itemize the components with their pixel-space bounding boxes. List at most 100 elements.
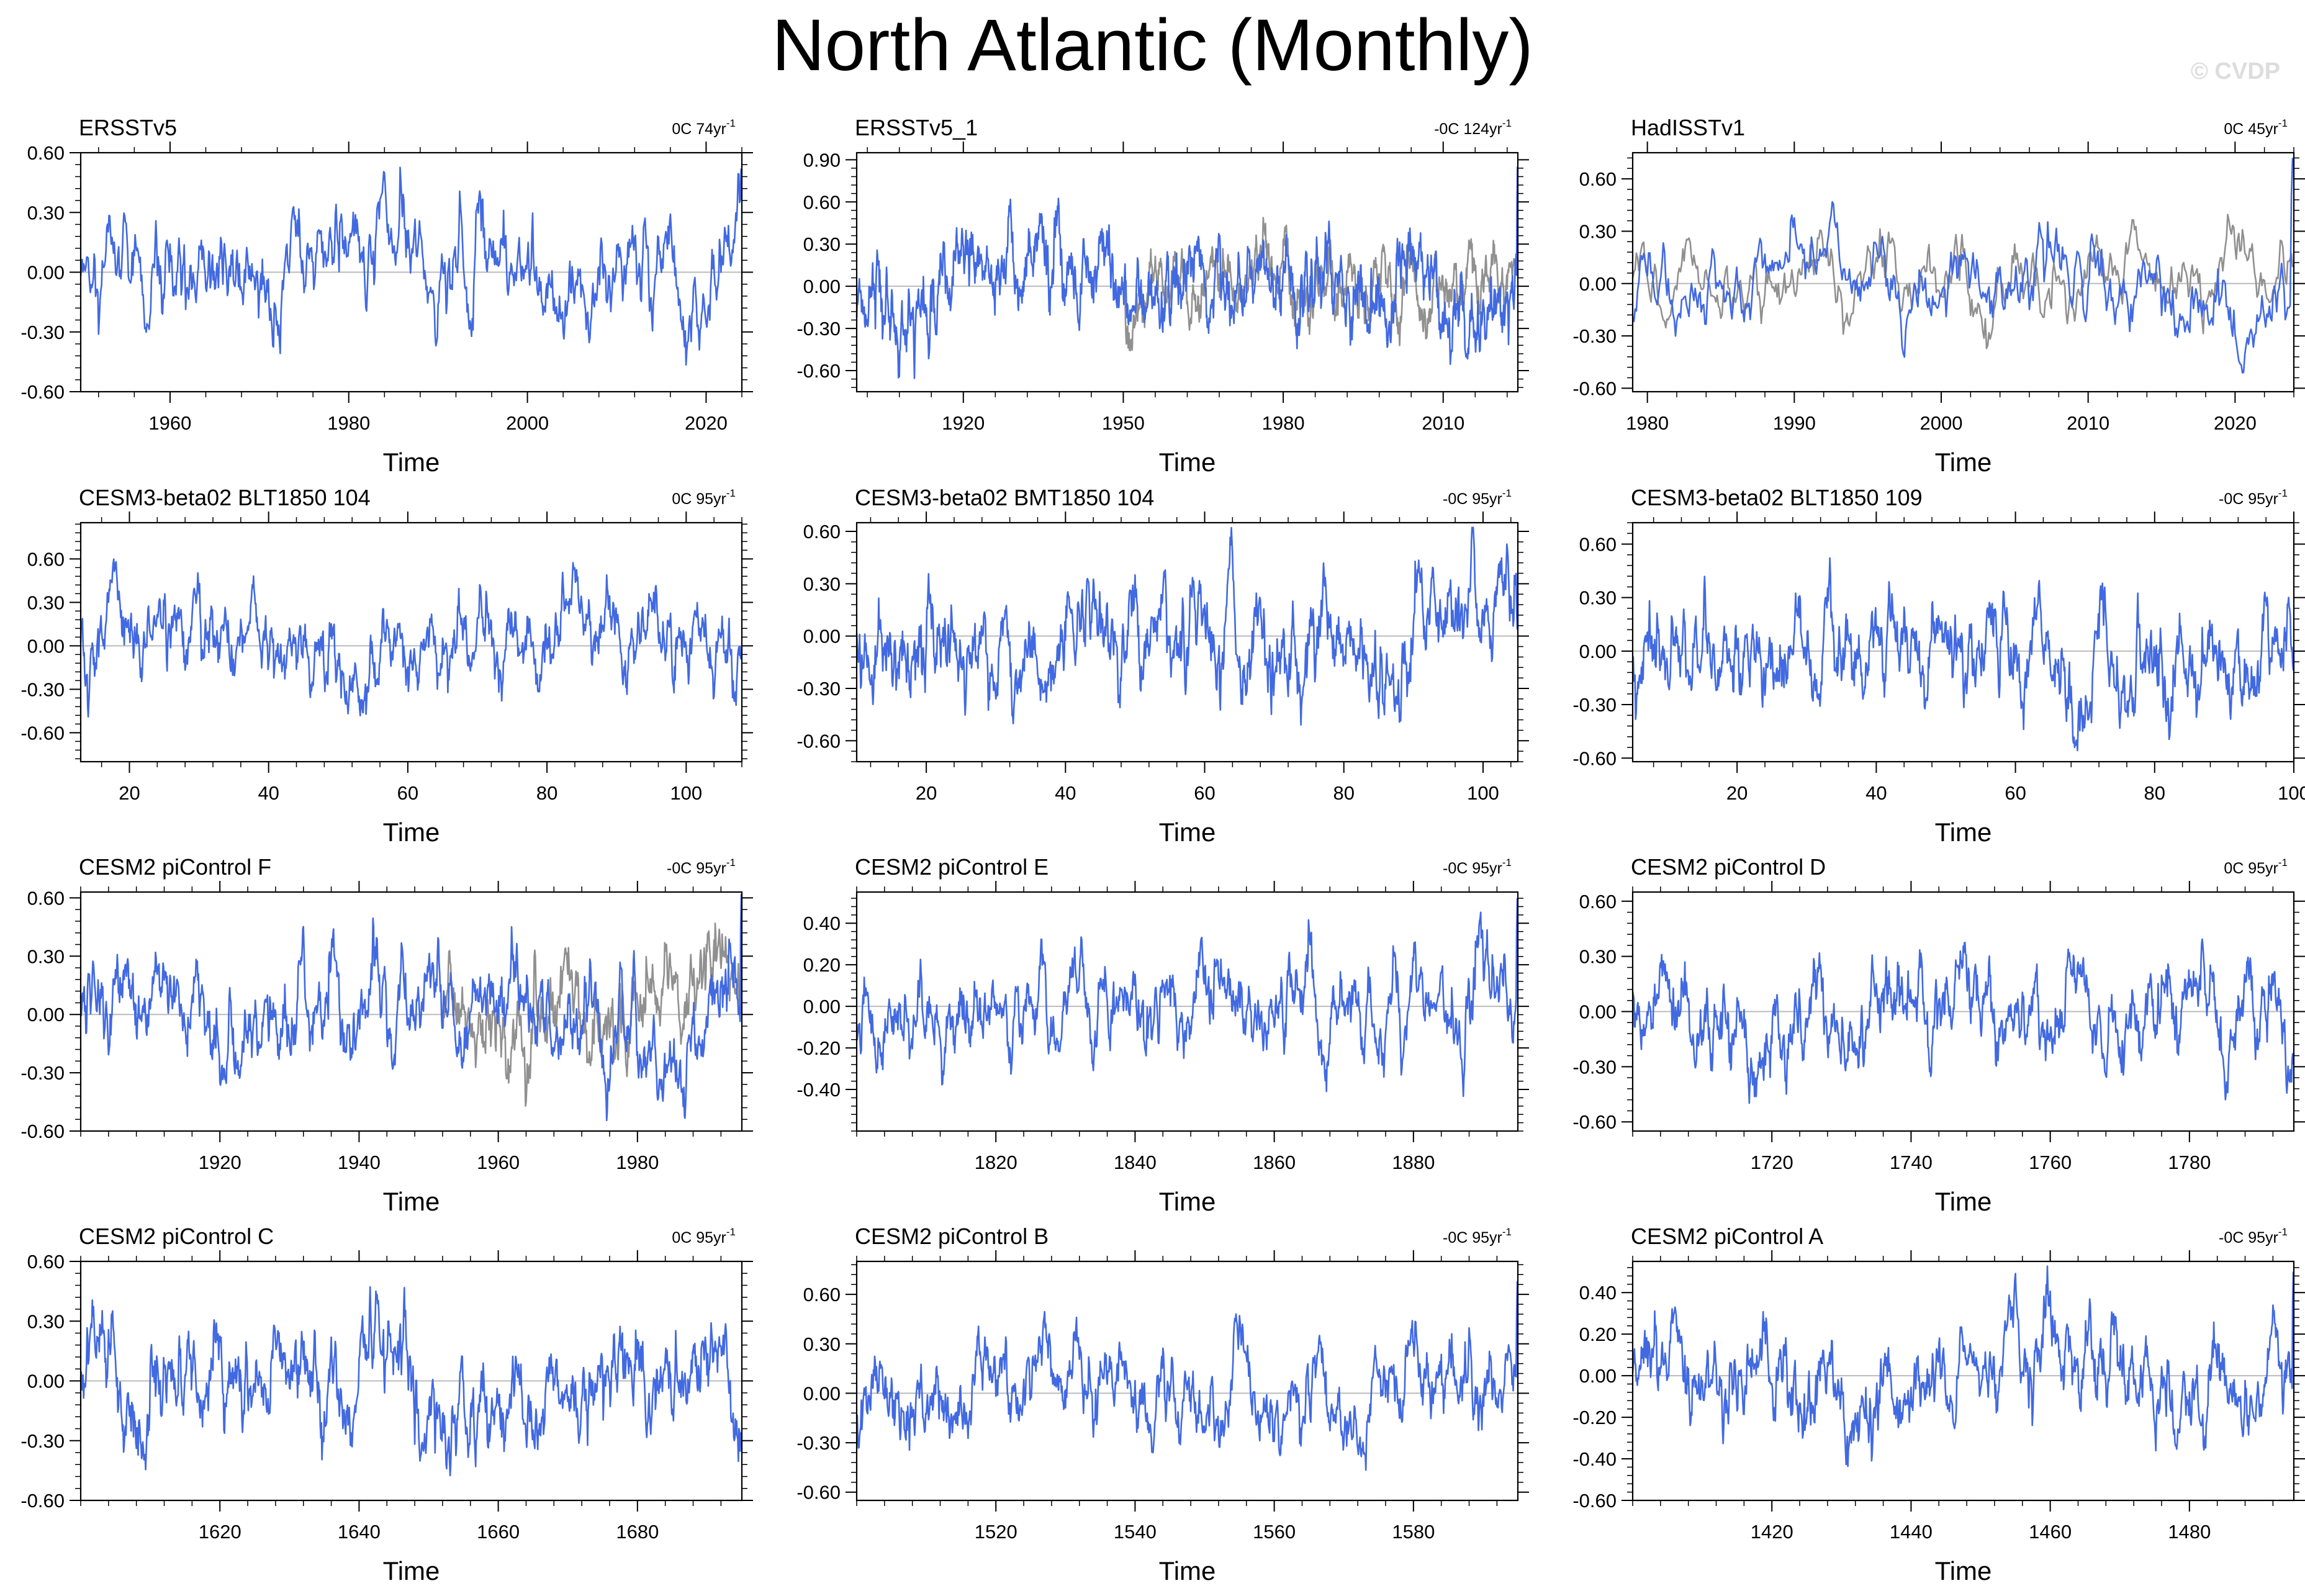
x-tick-label: 1740	[1890, 1152, 1933, 1173]
chart-panel: -0.60 -0.30 0.00 0.30 0.60 20 40 60 80 100 CESM3-b…	[1572, 485, 2305, 847]
plot-frame	[79, 891, 743, 1132]
chart-panel: -0.60 -0.40 -0.20 0.00 0.20 0.40 1420 1440 1460 1…	[1572, 1224, 2305, 1585]
y-tick-label: 0.60	[803, 191, 841, 213]
trend-value: 0C 45yr	[2224, 120, 2278, 138]
chart-title: CESM3-beta02 BLT1850 109	[1631, 485, 1923, 510]
x-tick-label: 1820	[975, 1152, 1017, 1173]
chart-panel: -0.60 -0.30 0.00 0.30 0.60 1980 1990 2000 2010 20…	[1572, 115, 2305, 477]
chart-title: CESM2 piControl B	[855, 1224, 1049, 1249]
x-tick-label: 1720	[1751, 1152, 1793, 1173]
x-tick-label: 1990	[1773, 412, 1816, 434]
model-series-line	[1631, 938, 2294, 1104]
trend-exponent: -1	[1502, 487, 1512, 499]
x-tick-label: 60	[2005, 782, 2026, 804]
y-tick-label: -0.60	[1572, 747, 1617, 769]
observed-series-line	[441, 922, 742, 1107]
x-tick-label: 2000	[1920, 412, 1963, 434]
x-tick-label: 2020	[685, 412, 728, 434]
y-tick-label: 0.30	[803, 233, 841, 255]
y-tick-label: -0.30	[20, 1062, 65, 1084]
chart-panel: -0.60 -0.30 0.00 0.30 0.60 20 40 60 80 100 CESM3-b…	[20, 485, 753, 847]
x-tick-label: 1960	[477, 1152, 520, 1173]
x-tick-label: 100	[2278, 782, 2305, 804]
y-tick-label: -0.30	[796, 678, 841, 700]
x-tick-label: 1950	[1102, 412, 1145, 434]
y-tick-label: 0.40	[1579, 1282, 1617, 1304]
x-tick-label: 1580	[1392, 1521, 1435, 1543]
trend-exponent: -1	[2278, 1226, 2288, 1238]
x-tick-label: 40	[258, 782, 279, 804]
y-tick-label: 0.20	[803, 954, 841, 976]
trend-value: -0C 95yr	[2219, 1229, 2278, 1247]
y-tick-label: 0.40	[803, 913, 841, 934]
x-axis-label: Time	[383, 1556, 440, 1585]
model-series-line	[1631, 1265, 2294, 1468]
x-axis-label: Time	[1159, 448, 1216, 477]
x-axis-label: Time	[1935, 1556, 1992, 1585]
x-axis-label: Time	[383, 1187, 440, 1216]
y-tick-label: 0.00	[803, 996, 841, 1017]
y-tick-label: 0.00	[1579, 273, 1617, 295]
x-tick-label: 100	[1467, 782, 1499, 804]
x-tick-label: 1520	[975, 1521, 1017, 1543]
x-tick-label: 1540	[1114, 1521, 1157, 1543]
trend-value: 0C 74yr	[672, 120, 726, 138]
model-series-line	[855, 898, 1518, 1098]
y-tick-label: 0.90	[803, 149, 841, 171]
chart-title: HadISSTv1	[1631, 115, 1745, 140]
y-tick-label: 0.60	[27, 548, 65, 570]
x-tick-label: 80	[2144, 782, 2165, 804]
x-tick-label: 40	[1055, 782, 1076, 804]
x-tick-label: 1920	[199, 1152, 241, 1173]
x-tick-label: 1940	[338, 1152, 381, 1173]
trend-exponent: -1	[726, 487, 736, 499]
chart-panel: -0.40 -0.20 0.00 0.20 0.40 1820 1840 1860 1880 CE…	[796, 854, 1529, 1216]
y-tick-label: -0.60	[20, 1120, 65, 1142]
y-tick-label: 0.30	[27, 945, 65, 967]
x-tick-label: 1560	[1253, 1521, 1296, 1543]
x-axis-label: Time	[383, 448, 440, 477]
trend-value: 0C 95yr	[672, 490, 726, 508]
x-axis-label: Time	[1159, 818, 1216, 847]
model-series-line	[79, 558, 742, 718]
x-tick-label: 1860	[1253, 1152, 1296, 1173]
chart-panel: -0.60 -0.30 0.00 0.30 0.60 1520 1540 1560 1580 CE…	[796, 1224, 1529, 1585]
chart-panel: -0.60 -0.30 0.00 0.30 0.60 1960 1980 2000 2020 ER…	[20, 115, 753, 477]
y-tick-label: -0.30	[1572, 1056, 1617, 1078]
trend-exponent: -1	[2278, 487, 2288, 499]
trend-value: -0C 95yr	[667, 860, 726, 877]
y-tick-label: 0.00	[27, 635, 65, 657]
y-tick-label: -0.30	[1572, 325, 1617, 347]
trend-label: -0C 95yr-1	[1443, 487, 1512, 508]
x-axis-label: Time	[1935, 1187, 1992, 1216]
x-tick-label: 1640	[338, 1521, 381, 1543]
x-tick-label: 1460	[2029, 1521, 2072, 1543]
trend-label: 0C 45yr-1	[2224, 117, 2288, 138]
trend-exponent: -1	[726, 117, 736, 129]
y-tick-label: -0.60	[20, 1490, 65, 1512]
x-tick-label: 1780	[2168, 1152, 2211, 1173]
chart-title: CESM2 piControl F	[79, 854, 271, 880]
y-tick-label: -0.30	[20, 322, 65, 343]
trend-label: -0C 95yr-1	[2219, 1226, 2288, 1247]
x-tick-label: 1680	[616, 1521, 659, 1543]
chart-panel: -0.60 -0.30 0.00 0.30 0.60 0.90 1920 1950 1980 20…	[796, 115, 1529, 477]
x-tick-label: 20	[916, 782, 937, 804]
model-series-line	[855, 166, 1518, 379]
trend-value: -0C 95yr	[1443, 860, 1502, 877]
y-tick-label: -0.60	[20, 722, 65, 744]
trend-value: 0C 95yr	[672, 1229, 726, 1247]
trend-exponent: -1	[1502, 857, 1512, 868]
y-tick-label: 0.30	[27, 202, 65, 223]
y-tick-label: -0.40	[796, 1079, 841, 1101]
trend-label: -0C 95yr-1	[2219, 487, 2288, 508]
x-tick-label: 20	[119, 782, 140, 804]
x-tick-label: 20	[1726, 782, 1748, 804]
x-tick-label: 2000	[506, 412, 549, 434]
x-tick-label: 40	[1865, 782, 1887, 804]
y-tick-label: 0.30	[1579, 587, 1617, 609]
x-axis-label: Time	[383, 818, 440, 847]
y-tick-label: 0.60	[803, 521, 841, 543]
y-tick-label: -0.30	[796, 318, 841, 340]
chart-title: ERSSTv5	[79, 115, 177, 140]
